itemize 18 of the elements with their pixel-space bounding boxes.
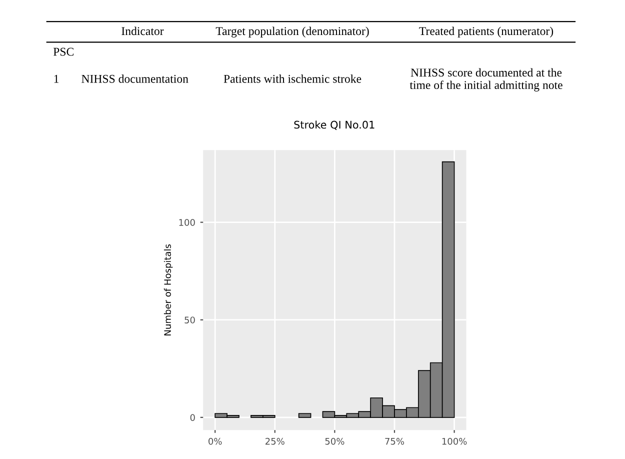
y-tick-label: 50 <box>184 316 195 324</box>
chart-title: Stroke QI No.01 <box>294 120 374 130</box>
text: Target population (denominator) <box>216 26 369 38</box>
text: Indicator <box>122 26 164 36</box>
y-tick-label: 100 <box>179 219 195 226</box>
x-tick-label: 100% <box>442 438 467 445</box>
x-tick-label: 50% <box>325 438 344 445</box>
x-tick-label: 25% <box>266 438 284 445</box>
text: 1 <box>54 74 58 83</box>
y-tick-label: 0 <box>190 414 195 421</box>
x-tick-label: 0% <box>208 438 222 445</box>
text: NIHSS score documented at the time of the initial admitting note <box>410 68 562 92</box>
text: NIHSS documentation <box>82 74 188 83</box>
x-tick-label: 75% <box>385 438 404 445</box>
y-axis-title: Number of Hospitals <box>164 244 173 336</box>
text: Patients with ischemic stroke <box>224 74 362 83</box>
text: Treated patients (numerator) <box>419 26 554 38</box>
text: PSC <box>53 48 74 56</box>
